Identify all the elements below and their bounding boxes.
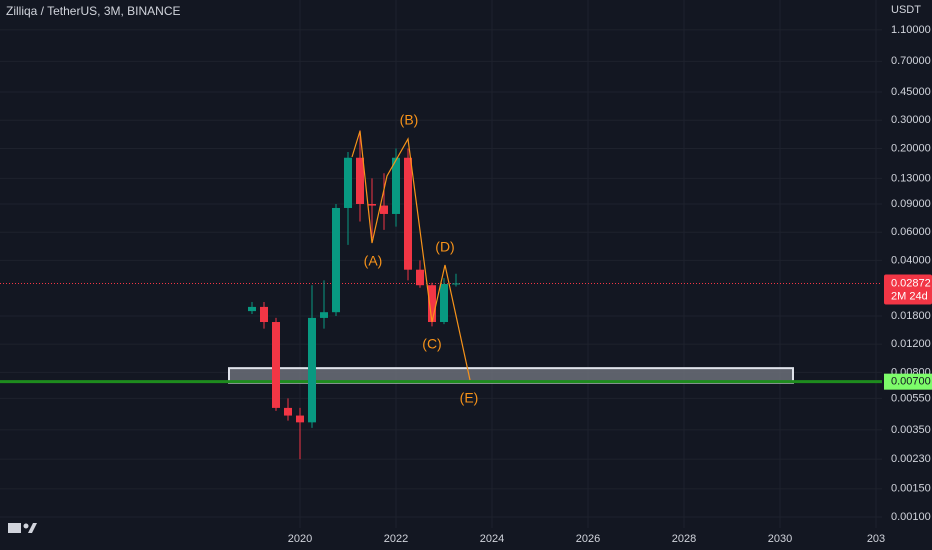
candle-body: [368, 204, 376, 206]
grid: [0, 0, 882, 528]
y-tick-label: 0.00150: [891, 483, 931, 495]
candle-body: [404, 157, 412, 270]
candle-body: [272, 322, 280, 408]
wave-label: (D): [435, 239, 454, 255]
y-tick-label: 0.01800: [891, 310, 931, 322]
y-tick-label: 0.00550: [891, 392, 931, 404]
currency-label: USDT: [891, 4, 921, 16]
candle-body: [332, 207, 340, 313]
logo: [8, 523, 37, 533]
candle-body: [380, 205, 388, 214]
wave-label: (C): [422, 336, 441, 352]
logo-part: [23, 523, 29, 529]
candle-body: [284, 407, 292, 416]
x-tick-label: 2028: [672, 533, 696, 545]
logo-part: [28, 523, 37, 533]
support-label: 0.00700: [891, 376, 931, 388]
candle-body: [416, 269, 424, 286]
candle-body: [356, 157, 364, 205]
wave-label: (E): [460, 390, 479, 406]
x-tick-label: 2026: [576, 533, 600, 545]
y-tick-label: 0.70000: [891, 55, 931, 67]
y-tick-label: 0.20000: [891, 142, 931, 154]
countdown-label: 2M 24d: [891, 290, 928, 302]
candle-body: [344, 157, 352, 208]
chart-title: Zilliqa / TetherUS, 3M, BINANCE: [6, 4, 181, 18]
candle-body: [320, 312, 328, 318]
last-price-box: [884, 274, 932, 305]
logo-part: [8, 523, 21, 533]
last-price-label: 0.02872: [891, 277, 931, 289]
candle-body: [440, 283, 448, 323]
candle-body: [248, 306, 256, 312]
candle-body: [452, 283, 460, 285]
y-tick-label: 0.09000: [891, 198, 931, 210]
y-tick-label: 0.00350: [891, 424, 931, 436]
support-label-box: [884, 373, 932, 390]
y-tick-label: 0.06000: [891, 226, 931, 238]
y-tick-label: 0.04000: [891, 254, 931, 266]
y-tick-label: 0.01200: [891, 338, 931, 350]
y-tick-label: 0.45000: [891, 86, 931, 98]
x-tick-label: 2030: [768, 533, 792, 545]
candles: [248, 130, 460, 460]
y-tick-label: 1.10000: [891, 24, 931, 36]
y-tick-label: 0.30000: [891, 114, 931, 126]
candle-body: [260, 306, 268, 323]
y-tick-label: 0.13000: [891, 172, 931, 184]
candle-body: [296, 415, 304, 423]
y-tick-label: 0.00230: [891, 453, 931, 465]
x-tick-label: 203: [867, 533, 885, 545]
x-tick-label: 2020: [288, 533, 312, 545]
candle-body: [428, 285, 436, 323]
wave-label: (B): [400, 112, 419, 128]
candle-body: [308, 317, 316, 423]
y-tick-label: 0.00100: [891, 511, 931, 523]
axis: 1.10000 0.70000 0.45000 0.30000 0.20000 0.130…: [288, 24, 932, 545]
x-tick-label: 2022: [384, 533, 408, 545]
candle-body: [392, 157, 400, 214]
wave-path: [351, 130, 471, 381]
wave-label: (A): [364, 253, 383, 269]
x-tick-label: 2024: [480, 533, 504, 545]
